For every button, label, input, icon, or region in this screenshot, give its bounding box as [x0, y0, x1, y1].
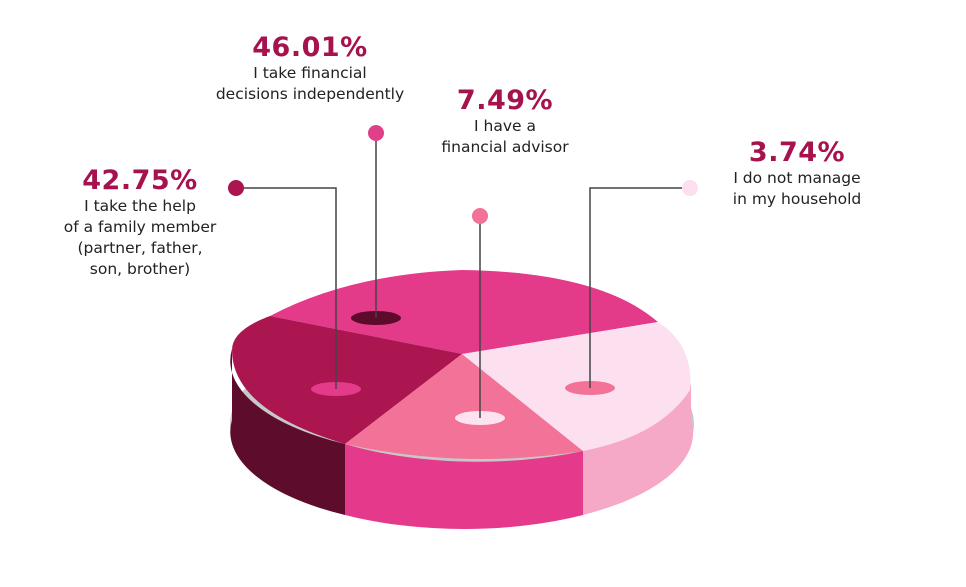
callout-independent-percent: 46.01%: [252, 32, 368, 63]
callout-financial-advisor-percent: 7.49%: [456, 85, 554, 116]
callout-independent-text: I take financial decisions independently: [215, 64, 405, 103]
leader-line-do-not-manage: [589, 187, 690, 388]
leader-line-family-member: [236, 187, 337, 389]
pie-side-do-not-manage: [583, 384, 694, 515]
pie-slice-family-member: [232, 316, 462, 444]
callout-family-member-percent: 42.75%: [82, 165, 198, 196]
callout-dot-family-member: [228, 180, 244, 196]
callout-do-not-manage-text: I do not manage in my household: [732, 169, 862, 208]
callout-independent: 46.01% I take financial decisions indepe…: [200, 33, 420, 105]
callout-dot-financial-advisor: [472, 208, 488, 224]
callout-family-member-text: I take the help of a family member (part…: [63, 197, 217, 278]
callout-financial-advisor-text: I have a financial advisor: [441, 117, 569, 156]
callout-dot-independent: [368, 125, 384, 141]
callout-financial-advisor: 7.49% I have a financial advisor: [420, 86, 590, 158]
callout-dot-do-not-manage: [682, 180, 698, 196]
callout-do-not-manage-percent: 3.74%: [748, 137, 846, 168]
callout-family-member: 42.75% I take the help of a family membe…: [50, 166, 230, 280]
pie-side-financial-advisor: [345, 444, 583, 529]
callout-do-not-manage: 3.74% I do not manage in my household: [712, 138, 882, 210]
pie-side-family-member: [230, 349, 345, 515]
pie-slice-financial-advisor: [345, 354, 583, 460]
pie-slice-independent: [270, 270, 658, 354]
